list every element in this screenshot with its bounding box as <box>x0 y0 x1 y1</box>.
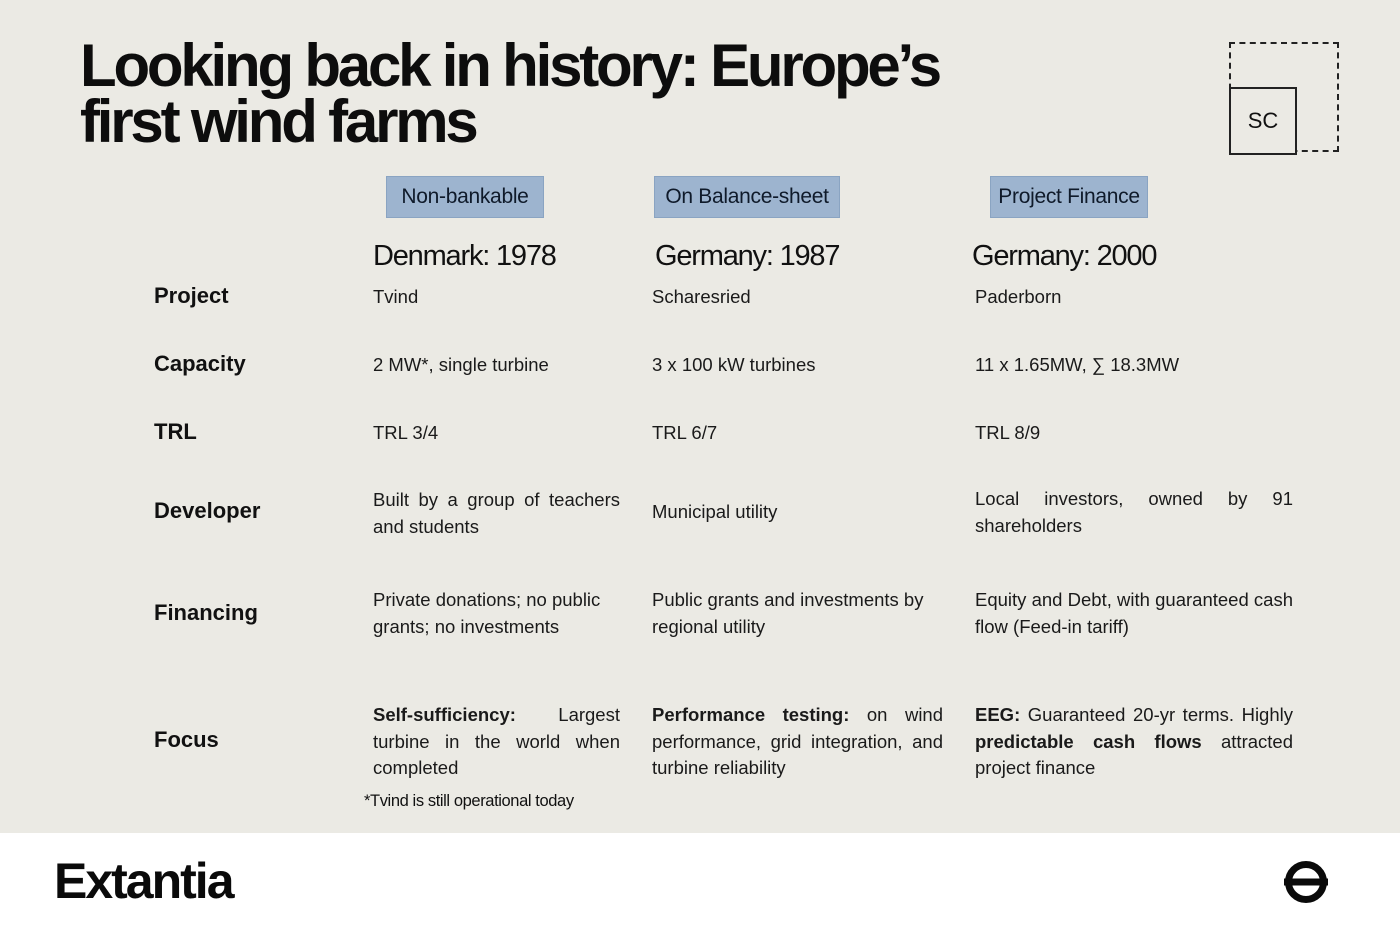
row-label-financing: Financing <box>154 600 258 625</box>
cell-focus-2: Performance testing: on wind performance… <box>652 702 943 782</box>
slide-panel <box>0 0 1400 833</box>
cell-capacity-2: 3 x 100 kW turbines <box>652 354 816 375</box>
focus-1-text: Largest turbine in the world when comple… <box>373 704 620 778</box>
focus-2-bold: Performance testing: <box>652 704 850 725</box>
cell-capacity-1: 2 MW*, single turbine <box>373 354 549 375</box>
cell-financing-3: Equity and Debt, with guaranteed cash fl… <box>975 589 1293 637</box>
row-label-capacity: Capacity <box>154 351 246 376</box>
cell-developer-3: Local investors, owned by 91 shareholder… <box>975 488 1293 536</box>
cell-trl-3: TRL 8/9 <box>975 422 1041 443</box>
cell-trl-1: TRL 3/4 <box>373 422 439 443</box>
column-heading-denmark-1978: Denmark: 1978 <box>373 240 557 272</box>
focus-3-bold-cashflows: predictable cash flows <box>975 730 1202 752</box>
column-heading-germany-2000: Germany: 2000 <box>972 240 1157 272</box>
cell-financing-1: Private donations; no public grants; no … <box>373 589 601 637</box>
cell-project-2: Scharesried <box>652 286 751 307</box>
title-line-2: first wind farms <box>80 88 479 155</box>
footer-bar <box>0 833 1400 933</box>
cell-focus-1: Self-sufficiency: Largest turbine in the… <box>373 702 620 782</box>
row-label-project: Project <box>154 283 229 308</box>
cell-capacity-3: 11 x 1.65MW, ∑ 18.3MW <box>975 354 1180 375</box>
extantia-logo: Extantia <box>54 853 235 909</box>
cell-project-1: Tvind <box>373 286 419 307</box>
row-label-trl: TRL <box>154 419 197 444</box>
cell-developer-1: Built by a group of teachers and student… <box>373 489 620 537</box>
column-heading-germany-1987: Germany: 1987 <box>655 240 840 272</box>
cell-financing-2: Public grants and investments by regiona… <box>652 589 924 637</box>
focus-1-bold: Self-sufficiency: <box>373 704 516 725</box>
tag-on-balance-sheet: On Balance-sheet <box>654 176 840 218</box>
cell-project-3: Paderborn <box>975 286 1062 307</box>
sc-badge: SC <box>1229 87 1297 155</box>
footnote: *Tvind is still operational today <box>364 792 574 810</box>
row-label-developer: Developer <box>154 498 261 523</box>
page-title: Looking back in history: Europe’s first w… <box>80 36 942 152</box>
cell-focus-3: EEG: Guaranteed 20-yr terms. Highly pred… <box>975 702 1293 782</box>
tag-project-finance: Project Finance <box>990 176 1148 218</box>
title-line-1: Looking back in history: Europe’s <box>80 32 942 99</box>
focus-3-bold-eeg: EEG: <box>975 704 1021 725</box>
cell-developer-2: Municipal utility <box>652 501 778 522</box>
row-label-focus: Focus <box>154 727 219 752</box>
cell-trl-2: TRL 6/7 <box>652 422 718 443</box>
focus-3-text-mid: Guaranteed 20-yr terms. Highly <box>1020 704 1293 725</box>
tag-non-bankable: Non-bankable <box>386 176 544 218</box>
focus-2-text: on wind performance, grid integration, a… <box>652 704 944 778</box>
focus-3-text-end: attracted project finance <box>975 730 1293 779</box>
extantia-logo-icon <box>1284 861 1328 903</box>
